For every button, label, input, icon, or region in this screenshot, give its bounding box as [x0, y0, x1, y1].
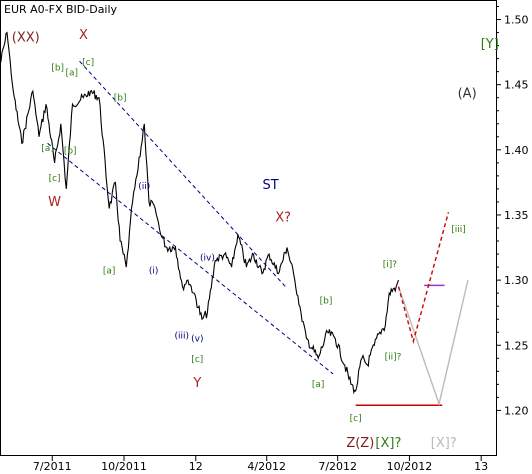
wave-label: [a]	[41, 144, 54, 154]
wave-label: ST	[263, 178, 279, 193]
wave-label: [Y]	[481, 37, 499, 52]
wave-label: [X]?	[431, 436, 457, 451]
x-tick-label: 10/2011	[101, 460, 147, 473]
plot-area	[0, 0, 497, 456]
wave-label: [c]	[82, 58, 94, 68]
y-tick-label: 1.25	[504, 339, 529, 352]
wave-label: [b]	[64, 147, 77, 157]
x-tick-label: 7/2011	[33, 460, 72, 473]
wave-label: (A)	[458, 87, 477, 102]
x-tick-label: 12	[189, 460, 203, 473]
wave-label: [b]	[114, 93, 127, 103]
price-line	[0, 31, 400, 395]
wave-label: [iii]	[451, 225, 466, 235]
wave-label: [ii]?	[385, 353, 402, 363]
projection-red	[397, 212, 450, 345]
wave-label: [X]?	[375, 436, 401, 451]
wave-label: Y	[192, 376, 201, 391]
wave-label: [b]	[320, 297, 333, 307]
y-axis: 1.20 1.25 1.30 1.35 1.40 1.45 1.50	[496, 6, 529, 417]
wave-label: (v)	[191, 334, 203, 344]
y-tick-label: 1.30	[504, 274, 529, 287]
wave-label: Z(Z)	[346, 436, 374, 451]
wave-label: [a]	[65, 69, 78, 79]
wave-label: [c]	[49, 174, 61, 184]
y-tick-label: 1.40	[504, 144, 529, 157]
wave-label: (i)	[149, 267, 159, 277]
wave-label: (iii)	[174, 332, 189, 342]
y-tick-label: 1.20	[504, 404, 529, 417]
wave-label: (iv)	[200, 254, 215, 264]
chart-title: EUR A0-FX BID-Daily	[4, 3, 118, 16]
wave-label: (ii)	[138, 182, 150, 192]
horizontal-levels	[355, 284, 445, 406]
x-tick-label: 13	[474, 460, 488, 473]
wave-label: [i]?	[383, 260, 398, 270]
y-tick-label: 1.45	[504, 79, 529, 92]
wave-label: [c]	[350, 414, 362, 424]
wave-label: (XX)	[12, 31, 40, 46]
wave-label: X?	[275, 210, 291, 225]
wave-label: [a]	[312, 380, 325, 390]
channel-line	[79, 60, 286, 287]
x-tick-label: 7/2012	[318, 460, 357, 473]
wave-label: [c]	[191, 355, 203, 365]
x-axis: 7/2011 10/2011 12 4/2012 7/2012 10/2012 13	[33, 456, 488, 473]
y-tick-label: 1.35	[504, 209, 529, 222]
wave-labels: (XX) X[b][a][c][b][a] [b][c]W(ii) STX?(iv)[…	[12, 28, 499, 451]
channel-lines	[47, 60, 334, 375]
x-tick-label: 10/2012	[387, 460, 433, 473]
y-tick-label: 1.50	[504, 14, 529, 27]
wave-label: W	[48, 195, 61, 210]
x-tick-label: 4/2012	[247, 460, 286, 473]
channel-line	[47, 142, 334, 375]
projection-paths	[397, 212, 469, 407]
wave-label: X	[79, 28, 88, 43]
wave-label: [a]	[103, 267, 116, 277]
projection-gray	[397, 279, 469, 407]
price-series	[0, 31, 400, 395]
wave-label: [b]	[51, 63, 64, 73]
